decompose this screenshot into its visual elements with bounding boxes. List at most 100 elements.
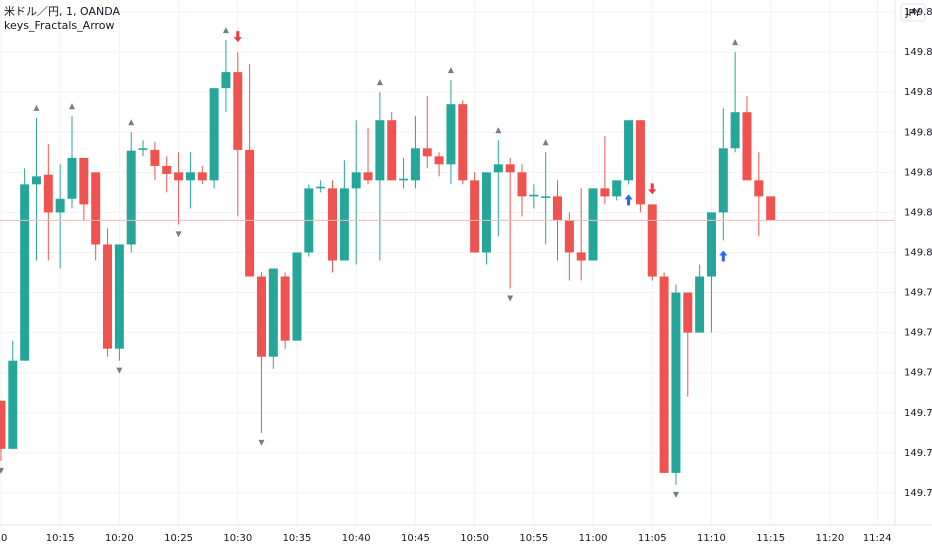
candle-body <box>79 157 89 205</box>
x-tick-label: 10:30 <box>223 533 252 544</box>
candle-body <box>0 400 6 449</box>
candle-body <box>387 120 397 181</box>
candle-body <box>730 112 740 149</box>
candle-body <box>256 276 266 357</box>
buy-arrow <box>624 194 633 206</box>
fractal-up <box>447 67 454 74</box>
fractal-down <box>0 467 4 474</box>
sell-arrow <box>233 31 242 43</box>
candle-body <box>150 149 160 166</box>
candle-body <box>43 174 53 213</box>
x-tick-label: 10:55 <box>519 533 548 544</box>
x-tick-label: 10:15 <box>46 533 75 544</box>
candle-body <box>114 244 124 349</box>
y-tick-label: 149.790 <box>904 328 932 339</box>
candle-body <box>541 196 551 198</box>
candle-body <box>185 172 195 181</box>
x-tick-label: 10:45 <box>401 533 430 544</box>
candle-body <box>375 120 385 181</box>
candle-body <box>8 360 18 449</box>
candle-body <box>529 194 539 197</box>
candle-body <box>233 72 243 150</box>
fractal-up <box>376 79 383 86</box>
candle-body <box>55 198 65 213</box>
y-tick-label: 149.775 <box>904 448 932 459</box>
symbol-title: 米ドル／円, 1, OANDA <box>4 5 120 18</box>
x-tick-label: 11:20 <box>815 533 844 544</box>
candle-body <box>671 292 681 473</box>
candle-body <box>659 276 669 473</box>
candle-body <box>162 165 172 174</box>
candle-body <box>706 212 716 277</box>
y-tick-label: 149.800 <box>904 247 932 258</box>
candle-body <box>446 104 456 165</box>
y-tick-label: 149.830 <box>904 7 932 18</box>
candle-body <box>174 172 184 181</box>
candle-body <box>209 88 219 181</box>
candle-body <box>363 172 373 181</box>
y-tick-label: 149.795 <box>904 288 932 299</box>
candle-body <box>31 176 41 185</box>
candle-body <box>20 184 30 361</box>
candle-body <box>588 188 598 261</box>
candle-body <box>458 104 468 181</box>
candle-body <box>635 120 645 205</box>
candle-body <box>103 244 113 349</box>
fractal-down <box>258 439 265 446</box>
candle-body <box>612 180 622 197</box>
candle-body <box>138 148 148 150</box>
candle-body <box>505 164 515 173</box>
candle-body <box>126 150 136 245</box>
candle-body <box>600 188 610 197</box>
fractal-up <box>542 139 549 146</box>
x-tick-label: 10:40 <box>342 533 371 544</box>
candle-body <box>553 196 563 221</box>
candle-body <box>695 276 705 333</box>
candle-body <box>197 172 207 181</box>
fractal-down <box>507 295 514 302</box>
x-tick-label: 10:20 <box>105 533 134 544</box>
candle-body <box>316 186 326 189</box>
currency-button[interactable] <box>900 3 926 22</box>
x-tick-label: 10:50 <box>460 533 489 544</box>
candle-body <box>576 252 586 261</box>
y-tick-label: 149.805 <box>904 207 932 218</box>
y-tick-label: 149.770 <box>904 488 932 499</box>
y-tick-label: 149.810 <box>904 167 932 178</box>
buy-arrow <box>719 250 728 262</box>
candle-body <box>742 112 752 181</box>
candle-body <box>434 156 444 165</box>
candle-body <box>67 157 77 199</box>
candle-body <box>268 268 278 357</box>
y-tick-label: 149.820 <box>904 87 932 98</box>
y-tick-label: 149.780 <box>904 408 932 419</box>
candle-body <box>517 172 527 197</box>
candle-body <box>624 120 634 181</box>
indicator-name: keys_Fractals_Arrow <box>4 19 115 32</box>
x-tick-label: 11:05 <box>638 533 667 544</box>
candle-body <box>481 172 491 253</box>
fractal-up <box>495 127 502 134</box>
y-tick-label: 149.825 <box>904 47 932 58</box>
candle-body <box>280 276 290 341</box>
candle-body <box>493 164 503 173</box>
candle-body <box>647 204 657 277</box>
fractal-down <box>175 231 182 238</box>
candle-body <box>221 72 231 89</box>
fractal-up <box>732 39 739 46</box>
fractal-up <box>222 27 229 34</box>
fractal-down <box>116 367 123 374</box>
x-tick-label: 10:25 <box>164 533 193 544</box>
fractal-down <box>672 491 679 498</box>
candle-body <box>766 196 776 221</box>
x-tick-label: 10 <box>0 533 7 544</box>
fractal-up <box>33 104 40 111</box>
currency-label[interactable]: JPY <box>905 8 922 19</box>
candle-body <box>91 172 101 245</box>
candle-body <box>754 180 764 197</box>
y-tick-label: 149.815 <box>904 127 932 138</box>
sell-arrow <box>648 183 657 195</box>
fractal-up <box>128 119 135 126</box>
